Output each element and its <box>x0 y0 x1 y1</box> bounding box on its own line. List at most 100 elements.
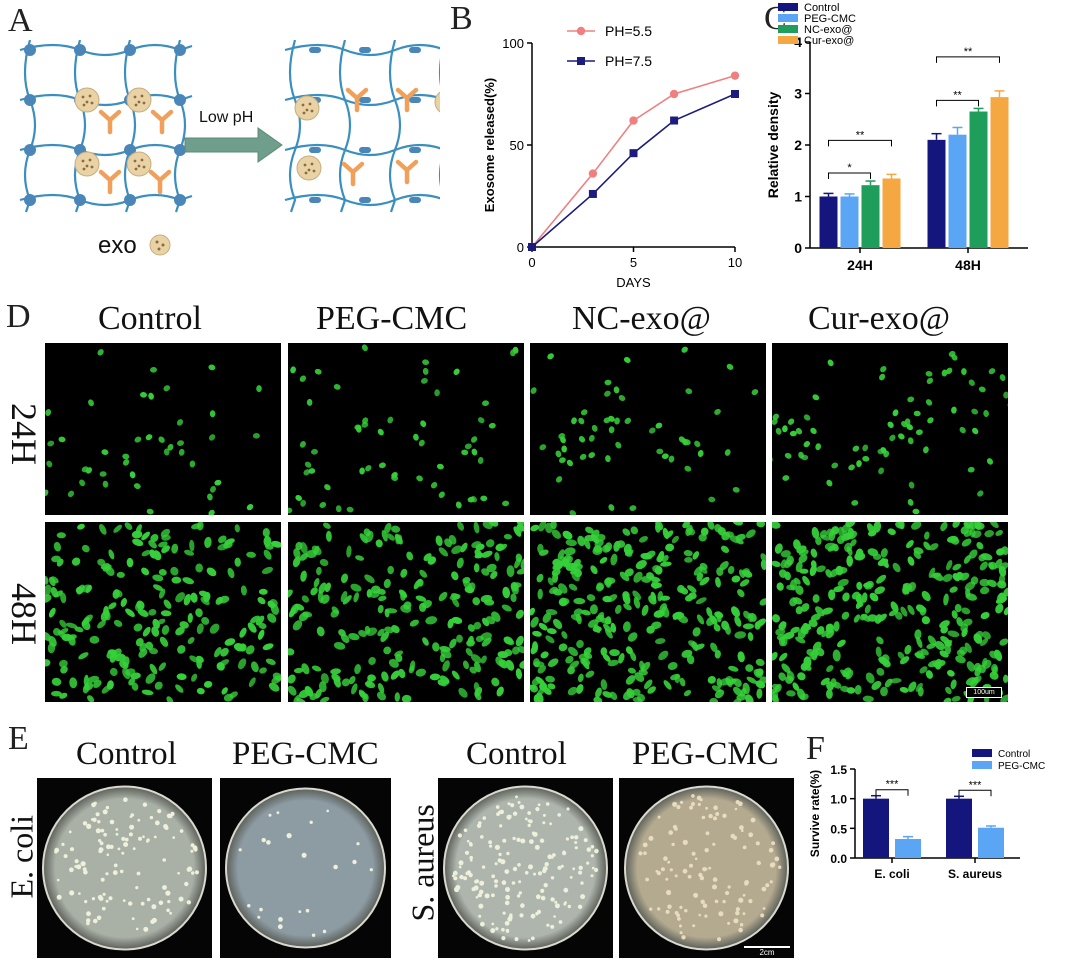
y-tick-label: 1 <box>794 189 802 205</box>
exosome-cargo <box>302 111 306 115</box>
microscopy-column-peg-cmc: PEG-CMC <box>316 300 468 337</box>
crosslink-node <box>174 194 186 206</box>
drug-molecule <box>395 87 419 113</box>
data-point <box>730 71 740 80</box>
micrograph-48h-nc-exo <box>530 522 766 702</box>
bar <box>863 798 889 858</box>
significance-bracket <box>875 789 909 796</box>
cell-field <box>288 522 524 702</box>
legend-label: PEG-CMC <box>998 761 1045 772</box>
agar-plate <box>225 787 386 949</box>
y-tick-label: 50 <box>510 138 524 153</box>
microscopy-row-48h: 48H <box>4 583 44 645</box>
plate-label-ecoli-control: Control <box>76 736 177 772</box>
chart-f-axes: 0.0 0.5 1.0 1.5 Survive rate(%) E. coli S. aur… <box>808 763 1020 881</box>
drug-molecule <box>345 87 369 113</box>
crosslink-node <box>24 44 36 56</box>
legend-swatch <box>778 36 798 44</box>
network-strand <box>19 143 193 157</box>
bar <box>969 111 988 249</box>
exosome-cargo <box>134 103 138 107</box>
exosome-cargo <box>88 94 92 98</box>
network-strand <box>173 40 187 213</box>
crosslink-node <box>74 44 86 56</box>
network-strand <box>284 143 440 157</box>
exosome-cargo <box>140 158 144 162</box>
exosome-cargo <box>142 101 146 105</box>
panel-label-f: F <box>806 730 825 767</box>
exo-legend-label: exo <box>98 232 137 259</box>
y-axis-title: Survive rate(%) <box>808 770 822 857</box>
panel-label-d: D <box>6 298 31 335</box>
crosslink-node <box>124 194 136 206</box>
cleaved-link <box>409 47 421 53</box>
bar <box>840 196 859 248</box>
legend-label: PH=7.5 <box>605 53 652 69</box>
microscopy-scale-bar: 100um <box>966 687 1002 698</box>
exosome-cargo <box>307 168 311 172</box>
micrograph-48h-peg-cmc <box>288 522 524 702</box>
exosome-cargo <box>140 94 144 98</box>
drug-molecule <box>98 109 122 135</box>
chart-b-series <box>527 71 740 252</box>
micrograph-48h-cur-exo <box>772 522 1008 702</box>
exosome-cargo <box>90 165 94 169</box>
exosome-cargo <box>142 165 146 169</box>
microscopy-column-cur-exo: Cur-exo@ <box>808 300 951 337</box>
agar-plate <box>624 785 789 951</box>
crosslink-node <box>124 144 136 156</box>
network-strand <box>284 193 440 207</box>
data-point <box>670 116 679 125</box>
microscopy-column-control: Control <box>98 300 202 337</box>
plate-label-ecoli-peg-cmc: PEG-CMC <box>232 736 379 772</box>
data-point <box>669 89 679 99</box>
drug-molecule <box>98 169 122 195</box>
cell-field <box>288 344 519 514</box>
network-strand <box>19 193 193 207</box>
drug-molecule <box>150 109 174 135</box>
chart-c-bars: ******* <box>819 46 1009 249</box>
data-point <box>731 90 739 98</box>
cell-field <box>530 346 759 515</box>
network-strand <box>23 40 37 213</box>
y-tick-label: 4 <box>794 34 802 50</box>
y-tick-label: 2 <box>794 137 802 153</box>
bar <box>895 839 921 858</box>
exosome-cargo <box>312 169 316 173</box>
crosslink-node <box>124 44 136 56</box>
cleaved-link <box>309 147 321 153</box>
crosslink-node <box>174 94 186 106</box>
plate-ecoli-peg-cmc <box>220 778 391 958</box>
exosome-cargo <box>85 164 89 168</box>
x-tick-label: 48H <box>955 257 981 273</box>
x-tick-label: 10 <box>728 255 742 270</box>
network-strand <box>19 93 193 107</box>
plate-row-saureus: S. aureus <box>404 804 441 922</box>
micrograph-48h-control <box>45 522 281 702</box>
agar-plate <box>443 785 608 951</box>
plate-scale-bar: 2cm <box>744 946 790 958</box>
y-tick-label: 1.0 <box>830 793 847 807</box>
legend-swatch <box>778 3 798 11</box>
cleaved-link <box>409 197 421 203</box>
panel-label-a: A <box>8 2 33 39</box>
legend-label: Control <box>804 2 839 14</box>
cleaved-link <box>309 197 321 203</box>
y-tick-label: 3 <box>794 86 802 102</box>
hydrogel-release-schematic: Low pH exo <box>19 40 440 259</box>
network-strand <box>73 40 87 213</box>
cleaved-link <box>359 147 371 153</box>
bar <box>946 798 972 858</box>
legend-label: NC-exo@ <box>804 24 852 36</box>
y-tick-label: 100 <box>502 36 524 51</box>
legend-marker <box>577 57 585 65</box>
bar <box>978 827 1004 858</box>
exosome <box>126 87 152 113</box>
crosslink-node <box>24 144 36 156</box>
cleaved-link <box>309 47 321 53</box>
agar-plate <box>42 785 207 951</box>
significance-label: ** <box>953 89 962 101</box>
cell-field <box>530 522 766 702</box>
exosome-cargo <box>308 102 312 106</box>
microscopy-column-nc-exo: NC-exo@ <box>572 300 711 337</box>
